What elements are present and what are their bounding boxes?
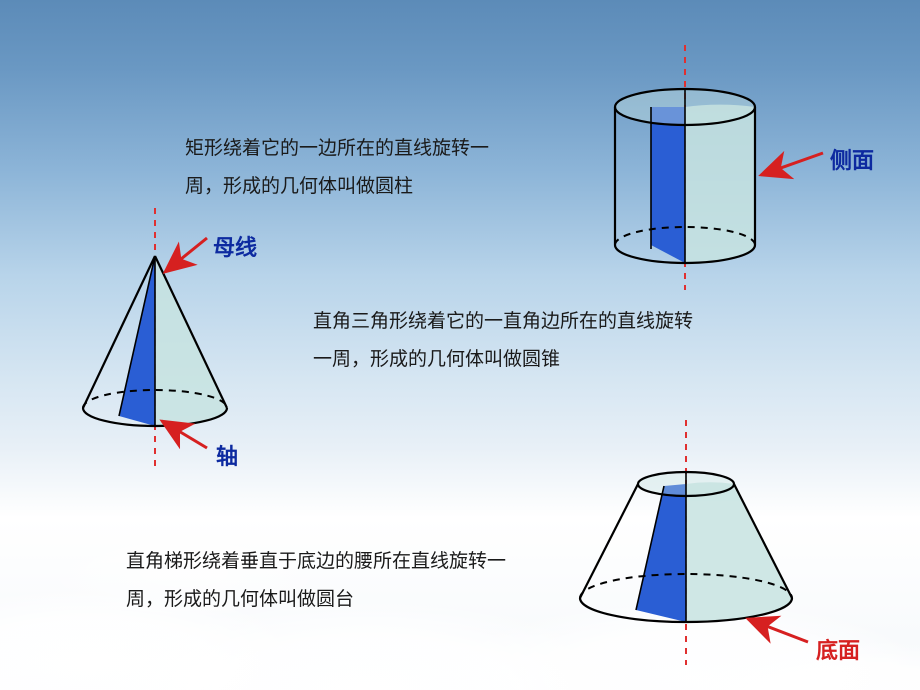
cone-svg — [55, 208, 255, 468]
frustum-figure — [556, 420, 836, 665]
cylinder-body-fill — [685, 105, 755, 263]
arrow-to-base-face — [748, 619, 808, 642]
cone-figure — [55, 208, 255, 468]
cone-description: 直角三角形绕着它的一直角边所在的直线旋转一周，形成的几何体叫做圆锥 — [313, 303, 693, 379]
frustum-left-slant — [580, 484, 638, 598]
cylinder-figure — [585, 45, 785, 290]
frustum-section — [636, 484, 686, 622]
cylinder-section — [651, 107, 685, 263]
cylinder-description: 矩形绕着它的一边所在的直线旋转一周，形成的几何体叫做圆柱 — [185, 130, 505, 206]
frustum-svg — [556, 420, 836, 665]
cylinder-svg — [585, 45, 845, 290]
frustum-body-fill — [686, 482, 792, 622]
cone-body-fill — [155, 256, 227, 426]
arrow-to-generatrix — [165, 238, 207, 272]
arrow-to-side-face — [761, 153, 823, 175]
frustum-description: 直角梯形绕着垂直于底边的腰所在直线旋转一周，形成的几何体叫做圆台 — [126, 543, 506, 619]
